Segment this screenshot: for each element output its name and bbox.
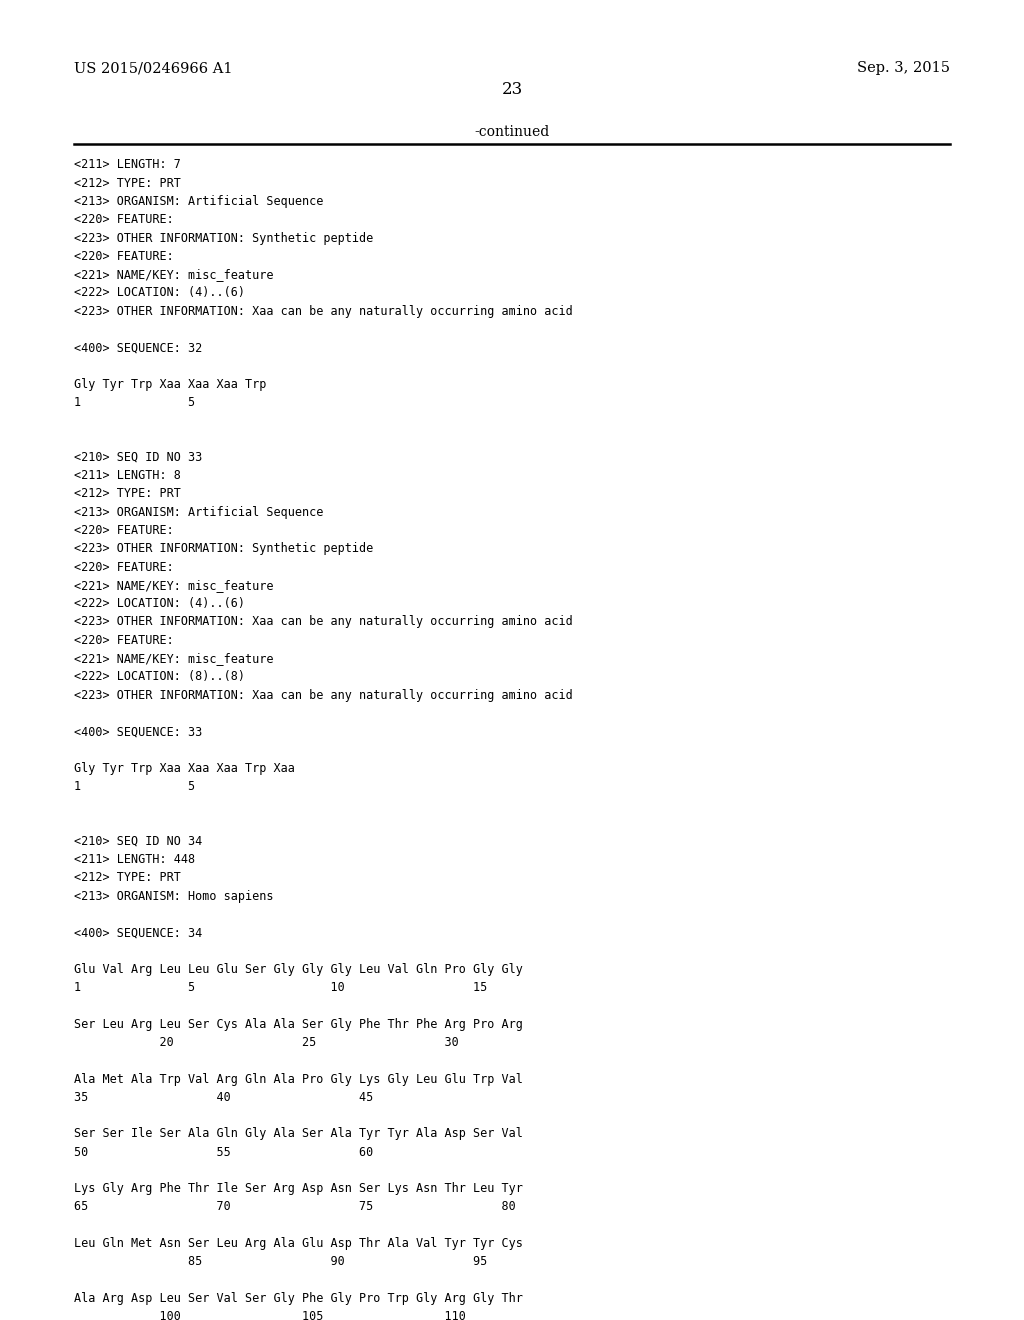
Text: <223> OTHER INFORMATION: Synthetic peptide: <223> OTHER INFORMATION: Synthetic pepti… — [74, 231, 373, 244]
Text: <220> FEATURE:: <220> FEATURE: — [74, 634, 173, 647]
Text: 23: 23 — [502, 81, 522, 98]
Text: Gly Tyr Trp Xaa Xaa Xaa Trp Xaa: Gly Tyr Trp Xaa Xaa Xaa Trp Xaa — [74, 762, 295, 775]
Text: Ala Arg Asp Leu Ser Val Ser Gly Phe Gly Pro Trp Gly Arg Gly Thr: Ala Arg Asp Leu Ser Val Ser Gly Phe Gly … — [74, 1292, 522, 1305]
Text: 35                  40                  45: 35 40 45 — [74, 1090, 373, 1104]
Text: <400> SEQUENCE: 34: <400> SEQUENCE: 34 — [74, 927, 202, 940]
Text: <223> OTHER INFORMATION: Xaa can be any naturally occurring amino acid: <223> OTHER INFORMATION: Xaa can be any … — [74, 615, 572, 628]
Text: -continued: -continued — [474, 125, 550, 140]
Text: <213> ORGANISM: Artificial Sequence: <213> ORGANISM: Artificial Sequence — [74, 195, 324, 209]
Text: <221> NAME/KEY: misc_feature: <221> NAME/KEY: misc_feature — [74, 579, 273, 591]
Text: <222> LOCATION: (8)..(8): <222> LOCATION: (8)..(8) — [74, 671, 245, 684]
Text: Ala Met Ala Trp Val Arg Gln Ala Pro Gly Lys Gly Leu Glu Trp Val: Ala Met Ala Trp Val Arg Gln Ala Pro Gly … — [74, 1073, 522, 1085]
Text: <220> FEATURE:: <220> FEATURE: — [74, 561, 173, 574]
Text: <400> SEQUENCE: 33: <400> SEQUENCE: 33 — [74, 725, 202, 738]
Text: <211> LENGTH: 7: <211> LENGTH: 7 — [74, 158, 180, 172]
Text: <212> TYPE: PRT: <212> TYPE: PRT — [74, 177, 180, 190]
Text: <221> NAME/KEY: misc_feature: <221> NAME/KEY: misc_feature — [74, 652, 273, 665]
Text: 100                 105                 110: 100 105 110 — [74, 1311, 466, 1320]
Text: Lys Gly Arg Phe Thr Ile Ser Arg Asp Asn Ser Lys Asn Thr Leu Tyr: Lys Gly Arg Phe Thr Ile Ser Arg Asp Asn … — [74, 1183, 522, 1195]
Text: Leu Gln Met Asn Ser Leu Arg Ala Glu Asp Thr Ala Val Tyr Tyr Cys: Leu Gln Met Asn Ser Leu Arg Ala Glu Asp … — [74, 1237, 522, 1250]
Text: <220> FEATURE:: <220> FEATURE: — [74, 214, 173, 226]
Text: <221> NAME/KEY: misc_feature: <221> NAME/KEY: misc_feature — [74, 268, 273, 281]
Text: <220> FEATURE:: <220> FEATURE: — [74, 524, 173, 537]
Text: <223> OTHER INFORMATION: Xaa can be any naturally occurring amino acid: <223> OTHER INFORMATION: Xaa can be any … — [74, 689, 572, 701]
Text: 20                  25                  30: 20 25 30 — [74, 1036, 459, 1049]
Text: <210> SEQ ID NO 34: <210> SEQ ID NO 34 — [74, 834, 202, 847]
Text: 1               5: 1 5 — [74, 780, 195, 793]
Text: <223> OTHER INFORMATION: Synthetic peptide: <223> OTHER INFORMATION: Synthetic pepti… — [74, 543, 373, 556]
Text: <222> LOCATION: (4)..(6): <222> LOCATION: (4)..(6) — [74, 597, 245, 610]
Text: <220> FEATURE:: <220> FEATURE: — [74, 249, 173, 263]
Text: Ser Leu Arg Leu Ser Cys Ala Ala Ser Gly Phe Thr Phe Arg Pro Arg: Ser Leu Arg Leu Ser Cys Ala Ala Ser Gly … — [74, 1018, 522, 1031]
Text: 85                  90                  95: 85 90 95 — [74, 1255, 487, 1269]
Text: <212> TYPE: PRT: <212> TYPE: PRT — [74, 487, 180, 500]
Text: <211> LENGTH: 8: <211> LENGTH: 8 — [74, 469, 180, 482]
Text: Sep. 3, 2015: Sep. 3, 2015 — [857, 61, 950, 75]
Text: <213> ORGANISM: Homo sapiens: <213> ORGANISM: Homo sapiens — [74, 890, 273, 903]
Text: <400> SEQUENCE: 32: <400> SEQUENCE: 32 — [74, 342, 202, 354]
Text: Glu Val Arg Leu Leu Glu Ser Gly Gly Gly Leu Val Gln Pro Gly Gly: Glu Val Arg Leu Leu Glu Ser Gly Gly Gly … — [74, 962, 522, 975]
Text: US 2015/0246966 A1: US 2015/0246966 A1 — [74, 61, 232, 75]
Text: 50                  55                  60: 50 55 60 — [74, 1146, 373, 1159]
Text: <210> SEQ ID NO 33: <210> SEQ ID NO 33 — [74, 451, 202, 463]
Text: 1               5                   10                  15: 1 5 10 15 — [74, 981, 487, 994]
Text: 65                  70                  75                  80: 65 70 75 80 — [74, 1200, 515, 1213]
Text: <213> ORGANISM: Artificial Sequence: <213> ORGANISM: Artificial Sequence — [74, 506, 324, 519]
Text: <223> OTHER INFORMATION: Xaa can be any naturally occurring amino acid: <223> OTHER INFORMATION: Xaa can be any … — [74, 305, 572, 318]
Text: <212> TYPE: PRT: <212> TYPE: PRT — [74, 871, 180, 884]
Text: <211> LENGTH: 448: <211> LENGTH: 448 — [74, 853, 195, 866]
Text: Ser Ser Ile Ser Ala Gln Gly Ala Ser Ala Tyr Tyr Ala Asp Ser Val: Ser Ser Ile Ser Ala Gln Gly Ala Ser Ala … — [74, 1127, 522, 1140]
Text: 1               5: 1 5 — [74, 396, 195, 409]
Text: Gly Tyr Trp Xaa Xaa Xaa Trp: Gly Tyr Trp Xaa Xaa Xaa Trp — [74, 378, 266, 391]
Text: <222> LOCATION: (4)..(6): <222> LOCATION: (4)..(6) — [74, 286, 245, 300]
